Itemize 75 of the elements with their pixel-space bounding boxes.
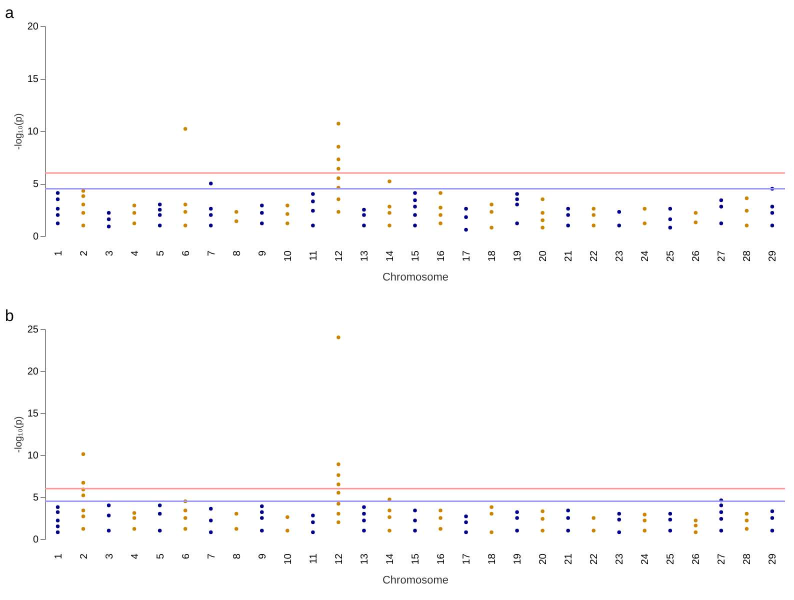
x-tick-label: 4: [130, 250, 141, 256]
y-tick-label: 10: [27, 126, 39, 138]
x-axis-title: Chromosome: [382, 574, 449, 587]
x-tick-label: 17: [462, 250, 473, 262]
x-tick-label: 22: [589, 553, 600, 565]
x-tick-label: 20: [538, 553, 550, 565]
x-tick-label: 26: [691, 553, 702, 565]
x-tick-label: 29: [768, 250, 779, 262]
x-tick-label: 19: [512, 250, 524, 262]
x-axis-title: Chromosome: [382, 272, 449, 284]
x-tick-label: 10: [282, 553, 294, 565]
x-tick-label: 24: [640, 250, 652, 262]
chart-title: a: [5, 5, 14, 22]
x-tick-label: 27: [716, 250, 728, 262]
x-tick-label: 3: [104, 250, 116, 256]
x-tick-label: 5: [155, 553, 166, 560]
x-tick-label: 28: [742, 553, 754, 565]
x-tick-label: 14: [384, 553, 396, 565]
x-tick-label: 14: [384, 250, 396, 262]
x-tick-label: 13: [359, 553, 370, 565]
x-tick-label: 12: [334, 250, 345, 262]
x-tick-label: 22: [589, 250, 600, 262]
x-tick-label: 15: [410, 250, 422, 262]
x-tick-label: 1: [53, 250, 64, 256]
chart-title: b: [5, 308, 14, 325]
y-tick-label: 15: [27, 74, 39, 85]
x-tick-label: 2: [78, 553, 90, 560]
x-tick-label: 9: [257, 250, 268, 256]
x-tick-label: 3: [104, 553, 116, 560]
x-tick-label: 4: [130, 553, 141, 560]
x-tick-label: 25: [666, 553, 677, 565]
x-tick-label: 1: [53, 553, 64, 560]
x-tick-label: 16: [436, 250, 448, 262]
y-tick-label: 10: [27, 450, 39, 462]
x-tick-label: 28: [742, 250, 754, 262]
x-tick-label: 18: [487, 250, 498, 262]
y-tick-label: 15: [27, 408, 39, 420]
x-tick-label: 17: [462, 553, 473, 565]
x-tick-label: 23: [614, 250, 626, 262]
x-tick-label: 2: [78, 250, 90, 256]
y-axis-title: -log₁₀(p): [13, 416, 24, 453]
x-tick-label: 16: [436, 553, 448, 565]
y-tick-label: 5: [32, 492, 39, 504]
x-tick-label: 7: [206, 250, 218, 256]
y-tick-label: 20: [27, 366, 39, 378]
y-tick-label: 5: [32, 179, 39, 190]
x-tick-label: 11: [308, 250, 320, 261]
x-tick-label: 8: [232, 553, 243, 560]
x-tick-label: 18: [487, 553, 498, 565]
x-tick-label: 8: [232, 250, 243, 256]
x-tick-label: 29: [768, 553, 779, 565]
x-tick-label: 12: [334, 553, 345, 565]
x-tick-label: 5: [155, 250, 166, 256]
x-tick-label: 9: [257, 553, 268, 560]
x-tick-label: 25: [666, 250, 677, 262]
y-tick-label: 25: [27, 324, 39, 336]
x-tick-label: 13: [359, 250, 370, 262]
y-axis-title: -log₁₀(p): [13, 113, 24, 150]
x-tick-label: 20: [538, 250, 550, 262]
x-tick-label: 27: [716, 553, 728, 565]
y-tick-label: 0: [32, 534, 39, 546]
x-tick-label: 6: [180, 553, 192, 560]
x-tick-label: 23: [614, 553, 626, 565]
x-tick-label: 11: [308, 553, 320, 564]
y-tick-label: 20: [27, 22, 39, 32]
x-tick-label: 21: [564, 250, 575, 262]
x-tick-label: 19: [512, 553, 524, 565]
x-tick-label: 10: [282, 250, 294, 262]
y-tick-label: 0: [32, 232, 39, 242]
x-tick-label: 21: [564, 553, 575, 565]
x-tick-label: 7: [206, 553, 218, 560]
x-tick-label: 26: [691, 250, 702, 262]
x-tick-label: 15: [410, 553, 422, 565]
x-tick-label: 24: [640, 553, 652, 565]
x-tick-label: 6: [180, 250, 192, 256]
